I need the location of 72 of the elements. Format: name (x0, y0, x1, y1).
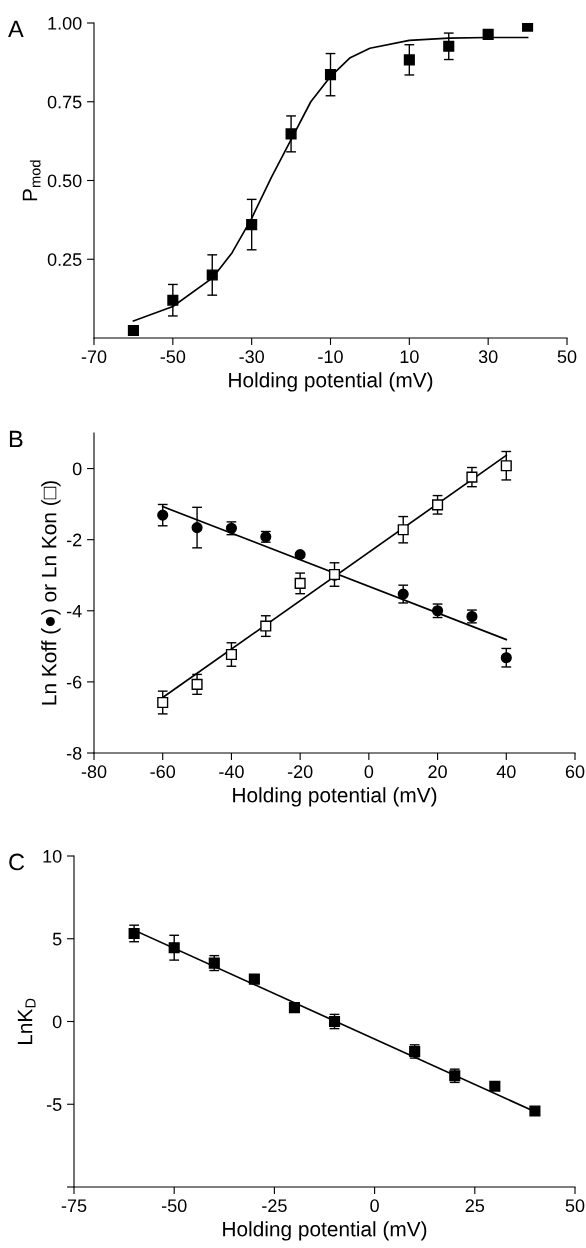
point (294, 577, 306, 589)
x-tick-label: -10 (318, 350, 343, 364)
x-tick-label: -80 (81, 765, 107, 779)
y-axis-title: Ln Koff (●) or Ln Kon (□) (41, 481, 61, 705)
x-axis-title: Holding potential (mV) (223, 1221, 427, 1241)
y-tick-label: 10 (43, 849, 62, 863)
point (246, 219, 258, 231)
point (500, 652, 512, 664)
point (489, 1080, 501, 1092)
point (248, 973, 260, 985)
y-tick-label: 1.00 (48, 16, 82, 30)
chart-title: B (9, 430, 23, 448)
point (324, 69, 337, 81)
point (285, 128, 297, 140)
x-tick-label: 0 (370, 1199, 379, 1213)
y-tick-label: 0.50 (47, 174, 82, 188)
x-axis-title: Holding potential (mV) (229, 372, 433, 392)
x-tick-label: -30 (239, 350, 265, 364)
y-tick-label: 0 (72, 462, 82, 476)
point (397, 588, 409, 600)
point (397, 524, 409, 536)
x-tick-label: -25 (262, 1199, 287, 1213)
y-tick-label: 5 (52, 932, 62, 946)
x-tick-label: 30 (478, 350, 498, 364)
y-tick-label: -8 (66, 746, 82, 760)
x-tick-label: 60 (565, 765, 585, 779)
x-tick-label: -20 (287, 765, 313, 779)
point (225, 648, 237, 661)
x-tick-label: -60 (150, 765, 176, 779)
x-tick-label: 50 (565, 1199, 585, 1213)
y-tick-label: 0.75 (47, 95, 82, 109)
chart-title: C (9, 853, 25, 871)
x-tick-label: 20 (428, 765, 447, 779)
x-tick-label: 25 (465, 1199, 485, 1213)
y-tick-label: -5 (46, 1098, 62, 1111)
point (522, 23, 534, 32)
point (157, 509, 169, 521)
y-tick-label: -4 (66, 604, 82, 618)
chart-title: A (8, 20, 24, 38)
x-tick-label: -50 (161, 1199, 187, 1213)
point (529, 1105, 541, 1117)
y-tick-label: 0.25 (47, 253, 82, 266)
point (157, 696, 169, 709)
x-tick-label: -40 (219, 765, 244, 779)
x-tick-label: 10 (400, 350, 419, 364)
point (500, 460, 512, 472)
point (127, 324, 139, 336)
x-tick-label: 40 (496, 765, 516, 779)
point (191, 522, 203, 534)
point (403, 54, 415, 66)
point (191, 678, 203, 690)
point (288, 1002, 300, 1014)
point (260, 620, 272, 632)
point (206, 269, 218, 281)
x-tick-label: 50 (557, 350, 577, 364)
x-tick-label: -75 (61, 1199, 87, 1213)
y-axis-title: P$_{mod}$ (22, 160, 41, 201)
point (168, 942, 180, 954)
point (294, 549, 306, 561)
point (443, 40, 455, 52)
y-axis-title: LnK$_{D}$ (17, 998, 36, 1045)
point (432, 499, 444, 511)
x-tick-label: -70 (81, 350, 107, 364)
y-tick-label: -2 (66, 533, 82, 547)
x-tick-label: 0 (364, 765, 374, 779)
y-tick-label: -6 (66, 675, 82, 689)
point (482, 28, 494, 40)
point (167, 294, 179, 306)
point (466, 471, 478, 483)
y-tick-label: 0 (52, 1015, 62, 1029)
x-tick-label: -50 (160, 350, 186, 364)
x-axis-title: Holding potential (mV) (233, 787, 437, 807)
